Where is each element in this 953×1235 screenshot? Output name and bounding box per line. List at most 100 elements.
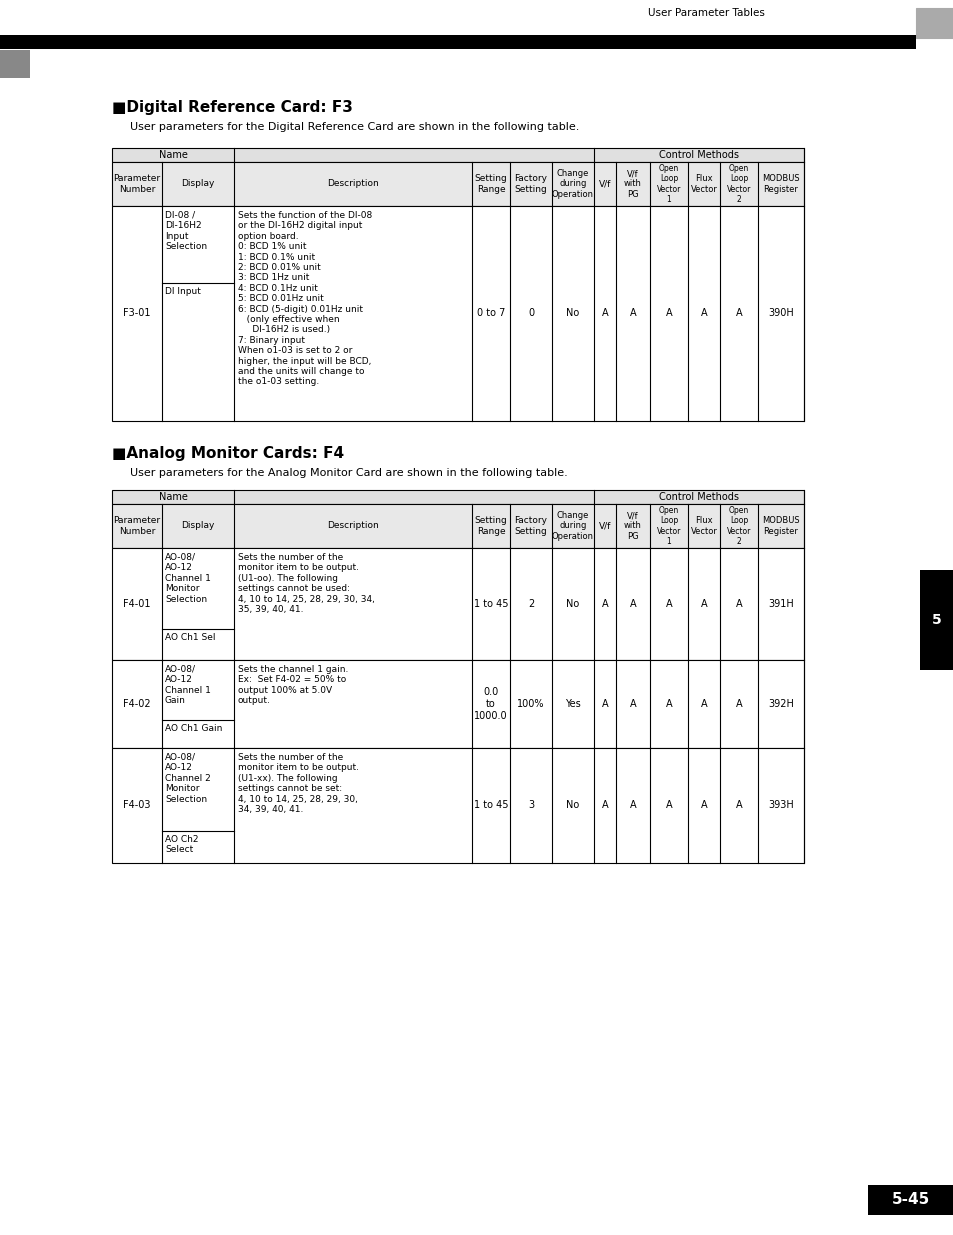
Text: 5: 5 — [931, 613, 941, 627]
Text: Open
Loop
Vector
1: Open Loop Vector 1 — [656, 506, 680, 546]
Text: 0 to 7: 0 to 7 — [476, 309, 505, 319]
Text: Setting
Range: Setting Range — [475, 174, 507, 194]
Text: Flux
Vector: Flux Vector — [690, 516, 717, 536]
Text: 392H: 392H — [767, 699, 793, 709]
Text: A: A — [735, 309, 741, 319]
Bar — [112, 206, 803, 421]
Bar — [0, 35, 915, 49]
Bar — [0, 49, 30, 78]
Text: MODBUS
Register: MODBUS Register — [761, 174, 799, 194]
Text: Open
Loop
Vector
2: Open Loop Vector 2 — [726, 506, 750, 546]
Text: A: A — [665, 699, 672, 709]
Text: No: No — [566, 800, 579, 810]
Text: AO Ch1 Sel: AO Ch1 Sel — [165, 632, 215, 642]
Text: Open
Loop
Vector
2: Open Loop Vector 2 — [726, 164, 750, 204]
Bar — [112, 548, 803, 659]
Text: 393H: 393H — [767, 800, 793, 810]
Text: A: A — [735, 599, 741, 609]
Text: Change
during
Operation: Change during Operation — [552, 511, 594, 541]
Text: A: A — [601, 699, 608, 709]
Text: Sets the number of the
monitor item to be output.
(U1-oo). The following
setting: Sets the number of the monitor item to b… — [237, 553, 375, 614]
Text: DI-08 /
DI-16H2
Input
Selection: DI-08 / DI-16H2 Input Selection — [165, 211, 207, 251]
Text: MODBUS
Register: MODBUS Register — [761, 516, 799, 536]
Text: A: A — [665, 800, 672, 810]
Text: V/f: V/f — [598, 179, 611, 189]
Text: Yes: Yes — [564, 699, 580, 709]
Text: Display: Display — [181, 521, 214, 531]
Text: AO-08/
AO-12
Channel 1
Monitor
Selection: AO-08/ AO-12 Channel 1 Monitor Selection — [165, 553, 211, 604]
Text: Name: Name — [158, 492, 187, 501]
Text: DI Input: DI Input — [165, 288, 201, 296]
Text: 391H: 391H — [767, 599, 793, 609]
Text: 5-45: 5-45 — [891, 1193, 929, 1208]
Text: A: A — [629, 599, 636, 609]
Text: A: A — [700, 800, 706, 810]
Text: Open
Loop
Vector
1: Open Loop Vector 1 — [656, 164, 680, 204]
Text: AO Ch2
Select: AO Ch2 Select — [165, 835, 198, 855]
Text: 2: 2 — [527, 599, 534, 609]
Text: Description: Description — [327, 521, 378, 531]
Text: 1 to 45: 1 to 45 — [474, 599, 508, 609]
Bar — [915, 7, 953, 38]
Text: No: No — [566, 309, 579, 319]
Text: Factory
Setting: Factory Setting — [514, 174, 547, 194]
Text: A: A — [601, 309, 608, 319]
Text: AO Ch1 Gain: AO Ch1 Gain — [165, 724, 222, 732]
Text: 100%: 100% — [517, 699, 544, 709]
Text: Display: Display — [181, 179, 214, 189]
Text: A: A — [629, 800, 636, 810]
Bar — [112, 504, 803, 548]
Text: Change
during
Operation: Change during Operation — [552, 169, 594, 199]
Bar — [112, 148, 803, 162]
Text: A: A — [700, 699, 706, 709]
Bar — [867, 1186, 953, 1215]
Text: Description: Description — [327, 179, 378, 189]
Text: Control Methods: Control Methods — [659, 149, 739, 161]
Text: 390H: 390H — [767, 309, 793, 319]
Text: F3-01: F3-01 — [123, 309, 151, 319]
Text: A: A — [735, 699, 741, 709]
Bar — [112, 748, 803, 863]
Text: A: A — [629, 699, 636, 709]
Text: A: A — [700, 309, 706, 319]
Text: Flux
Vector: Flux Vector — [690, 174, 717, 194]
Text: A: A — [665, 309, 672, 319]
Text: A: A — [601, 599, 608, 609]
Bar — [919, 571, 953, 671]
Text: Control Methods: Control Methods — [659, 492, 739, 501]
Text: Sets the channel 1 gain.
Ex:  Set F4-02 = 50% to
output 100% at 5.0V
output.: Sets the channel 1 gain. Ex: Set F4-02 =… — [237, 664, 348, 705]
Text: No: No — [566, 599, 579, 609]
Text: Factory
Setting: Factory Setting — [514, 516, 547, 536]
Text: V/f
with
PG: V/f with PG — [623, 169, 641, 199]
Text: 1 to 45: 1 to 45 — [474, 800, 508, 810]
Text: ■Analog Monitor Cards: F4: ■Analog Monitor Cards: F4 — [112, 446, 344, 461]
Text: A: A — [735, 800, 741, 810]
Bar — [112, 490, 803, 504]
Text: User parameters for the Analog Monitor Card are shown in the following table.: User parameters for the Analog Monitor C… — [130, 468, 567, 478]
Text: Sets the number of the
monitor item to be output.
(U1-xx). The following
setting: Sets the number of the monitor item to b… — [237, 753, 358, 814]
Text: User parameters for the Digital Reference Card are shown in the following table.: User parameters for the Digital Referenc… — [130, 122, 578, 132]
Text: A: A — [601, 800, 608, 810]
Text: Sets the function of the DI-08
or the DI-16H2 digital input
option board.
0: BCD: Sets the function of the DI-08 or the DI… — [237, 211, 372, 387]
Text: 0: 0 — [527, 309, 534, 319]
Text: V/f: V/f — [598, 521, 611, 531]
Text: User Parameter Tables: User Parameter Tables — [647, 7, 764, 19]
Text: AO-08/
AO-12
Channel 1
Gain: AO-08/ AO-12 Channel 1 Gain — [165, 664, 211, 705]
Text: ■Digital Reference Card: F3: ■Digital Reference Card: F3 — [112, 100, 353, 115]
Text: 3: 3 — [527, 800, 534, 810]
Text: AO-08/
AO-12
Channel 2
Monitor
Selection: AO-08/ AO-12 Channel 2 Monitor Selection — [165, 753, 211, 804]
Text: F4-03: F4-03 — [123, 800, 151, 810]
Text: Name: Name — [158, 149, 187, 161]
Text: F4-02: F4-02 — [123, 699, 151, 709]
Text: Parameter
Number: Parameter Number — [113, 516, 160, 536]
Text: Setting
Range: Setting Range — [475, 516, 507, 536]
Bar — [112, 162, 803, 206]
Text: A: A — [629, 309, 636, 319]
Text: A: A — [700, 599, 706, 609]
Text: Parameter
Number: Parameter Number — [113, 174, 160, 194]
Text: F4-01: F4-01 — [123, 599, 151, 609]
Text: 0.0
to
1000.0: 0.0 to 1000.0 — [474, 688, 507, 720]
Text: V/f
with
PG: V/f with PG — [623, 511, 641, 541]
Bar — [112, 659, 803, 748]
Text: A: A — [665, 599, 672, 609]
